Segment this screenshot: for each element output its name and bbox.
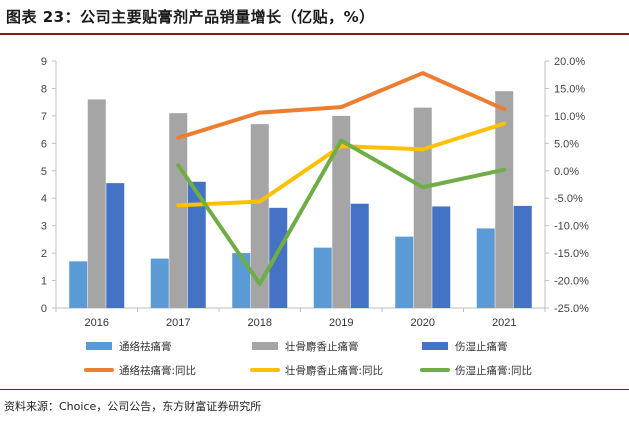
line-point-2 [176, 203, 180, 207]
line-point-1 [258, 111, 262, 115]
chart-title: 图表 23：公司主要贴膏剂产品销量增长（亿贴，%） [6, 8, 375, 26]
bar-3 [350, 203, 369, 308]
line-point-3 [502, 168, 506, 172]
line-point-1 [421, 71, 425, 75]
x-tick-label: 2019 [329, 317, 353, 329]
left-tick-label: 4 [41, 193, 47, 205]
left-tick-label: 3 [41, 221, 47, 233]
right-tick-label: 10.0% [554, 111, 585, 123]
line-point-2 [258, 200, 262, 204]
line-point-3 [339, 139, 343, 143]
bar-1 [313, 247, 332, 308]
right-tick-label: 20.0% [554, 56, 585, 68]
bar-2 [250, 124, 269, 308]
legend-label: 壮骨麝香止痛膏 [285, 340, 359, 353]
legend-label: 通络祛痛膏 [119, 340, 172, 353]
x-tick-label: 2020 [411, 317, 435, 329]
right-tick-label: -10.0% [554, 221, 589, 233]
line-point-1 [339, 105, 343, 109]
right-tick-label: 5.0% [554, 138, 579, 150]
right-tick-label: -15.0% [554, 248, 589, 260]
x-tick-label: 2021 [492, 317, 516, 329]
left-tick-label: 0 [41, 303, 47, 315]
right-tick-label: -5.0% [554, 193, 583, 205]
combo-chart: 0 1 2 3 4 5 6 7 8 9 -25.0% -20.0% -15.0% -10.0% -5.0% 0… [41, 56, 589, 377]
left-tick-label: 7 [41, 111, 47, 123]
bar-2 [87, 99, 106, 308]
right-tick-label: 0.0% [554, 166, 579, 178]
line-point-1 [502, 107, 506, 111]
legend-label: 伤湿止痛膏 [455, 340, 508, 353]
left-tick-label: 9 [41, 56, 47, 68]
x-tick-label: 2016 [85, 317, 109, 329]
legend-swatch [422, 342, 448, 350]
bar-1 [150, 258, 169, 308]
bar-3 [432, 206, 451, 308]
bar-3 [106, 183, 125, 308]
x-tick-label: 2018 [248, 317, 272, 329]
left-tick-label: 2 [41, 248, 47, 260]
left-tick-label: 1 [41, 276, 47, 288]
legend-swatch [86, 342, 112, 350]
line-point-3 [421, 185, 425, 189]
legend-label: 壮骨麝香止痛膏:同比 [285, 364, 383, 377]
bar-2 [169, 113, 188, 309]
line-point-1 [176, 136, 180, 140]
right-tick-label: 15.0% [554, 83, 585, 95]
source-divider [0, 389, 629, 390]
bar-1 [476, 228, 495, 308]
title-divider [0, 33, 629, 35]
left-tick-label: 8 [41, 83, 47, 95]
bar-3 [513, 205, 532, 308]
bar-1 [69, 261, 88, 308]
bar-3 [269, 207, 288, 308]
bar-3 [187, 181, 206, 308]
bar-1 [395, 236, 414, 308]
line-point-3 [176, 163, 180, 167]
legend-label: 通络祛痛膏:同比 [119, 364, 196, 377]
right-tick-label: -25.0% [554, 303, 589, 315]
right-tick-label: -20.0% [554, 276, 589, 288]
legend-label: 伤湿止痛膏:同比 [455, 364, 532, 377]
left-tick-label: 5 [41, 166, 47, 178]
legend-swatch [252, 342, 278, 350]
left-tick-label: 6 [41, 138, 47, 150]
source-note: 资料来源：Choice，公司公告，东方财富证券研究所 [4, 400, 262, 413]
bar-2 [495, 91, 514, 308]
x-tick-label: 2017 [166, 317, 190, 329]
bar-2 [332, 115, 351, 308]
line-point-2 [502, 122, 506, 126]
line-point-2 [421, 147, 425, 151]
bar-1 [232, 253, 251, 308]
line-point-3 [258, 282, 262, 286]
bar-2 [413, 107, 432, 309]
